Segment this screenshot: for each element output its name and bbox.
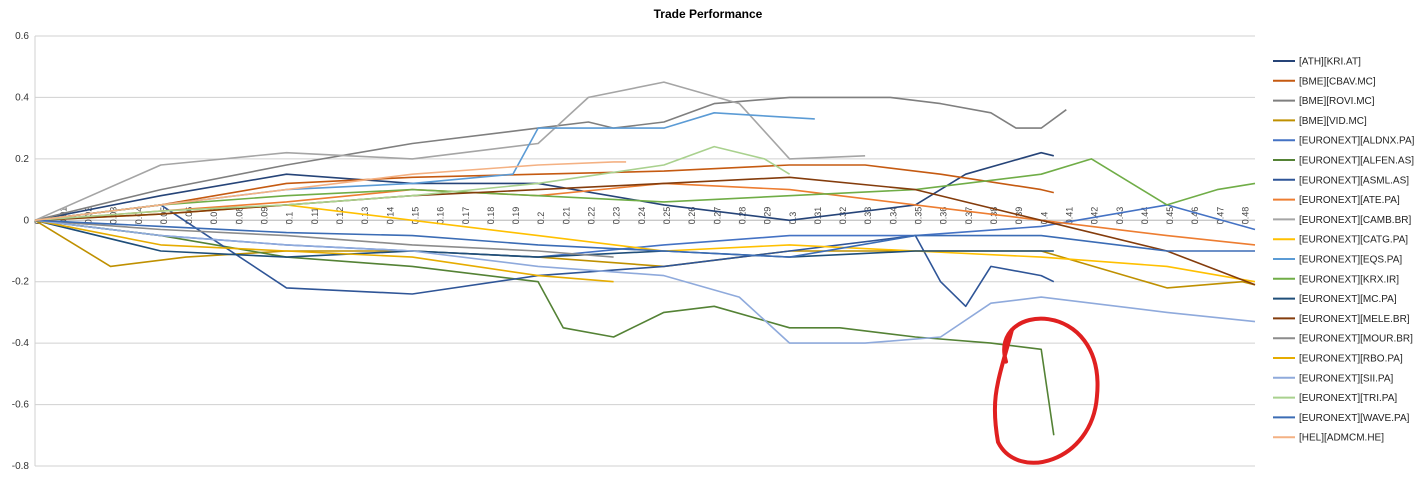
- series-line: [34, 204, 1055, 308]
- legend-label: [BME][VID.MC]: [1299, 116, 1367, 127]
- x-tick-label: 0.38: [989, 207, 999, 225]
- x-tick-label: 0.25: [662, 207, 672, 225]
- legend-label: [EURONEXT][MC.PA]: [1299, 294, 1397, 305]
- legend-label: [EURONEXT][ASML.AS]: [1299, 175, 1409, 186]
- series-line: [34, 151, 1054, 222]
- x-tick-label: 0.09: [260, 207, 270, 225]
- x-tick-label: 0.05: [159, 207, 169, 225]
- series-line: [34, 219, 614, 258]
- x-tick-label: 0.43: [1115, 207, 1125, 225]
- legend-label: [EURONEXT][TRI.PA]: [1299, 393, 1397, 404]
- series-line: [34, 96, 1067, 222]
- x-tick-label: 0.26: [687, 207, 697, 225]
- legend-label: [EURONEXT][ALFEN.AS]: [1299, 156, 1414, 167]
- x-tick-label: 0.44: [1140, 207, 1150, 225]
- series-line: [34, 145, 791, 222]
- x-tick-label: 0.29: [763, 207, 773, 225]
- x-tick-label: 0.27: [712, 207, 722, 225]
- series-line: [34, 164, 1054, 222]
- legend-label: [EURONEXT][WAVE.PA]: [1299, 413, 1410, 424]
- x-tick-label: 0.18: [486, 207, 496, 225]
- legend: [ATH][KRI.AT] [BME][CBAV.MC] [BME][ROVI.MC…: [1273, 57, 1414, 444]
- x-tick-label: 0.07: [209, 207, 219, 225]
- y-axis: -0.8 -0.6 -0.4 -0.2 0 0.2 0.4 0.6: [12, 31, 36, 472]
- x-tick-label: 0.24: [637, 207, 647, 225]
- series-line: [34, 219, 1054, 258]
- x-tick-label: 0.33: [863, 207, 873, 225]
- x-tick-label: 0.41: [1064, 207, 1074, 225]
- x-tick-label: 0.19: [511, 207, 521, 225]
- legend-label: [EURONEXT][ALDNX.PA]: [1299, 136, 1414, 147]
- legend-label: [ATH][KRI.AT]: [1299, 57, 1361, 68]
- x-tick-label: 0.31: [813, 207, 823, 225]
- series-line: [34, 112, 815, 222]
- x-tick-label: 0.32: [838, 207, 848, 225]
- x-tick-label: 0.11: [310, 207, 320, 224]
- x-tick-label: 0.37: [964, 207, 974, 225]
- x-tick-label: 0.28: [737, 207, 747, 225]
- x-tick-label: 0.2: [536, 212, 546, 225]
- legend-label: [EURONEXT][SII.PA]: [1299, 373, 1393, 384]
- x-tick-label: 0.48: [1241, 207, 1251, 225]
- x-tick-label: 0.06: [184, 207, 194, 225]
- series-line: [34, 81, 866, 222]
- x-tick-label: 0.17: [461, 207, 471, 225]
- x-tick-label: 0.47: [1215, 207, 1225, 225]
- y-tick-label: 0: [23, 215, 29, 226]
- legend-label: [EURONEXT][MELE.BR]: [1299, 314, 1410, 325]
- series-line: [34, 219, 1256, 344]
- x-tick-label: 0.21: [561, 207, 571, 225]
- legend-label: [EURONEXT][MOUR.BR]: [1299, 334, 1413, 345]
- chart-title: Trade Performance: [654, 7, 763, 21]
- y-tick-label: -0.2: [12, 277, 30, 288]
- legend-label: [EURONEXT][RBO.PA]: [1299, 354, 1403, 365]
- x-tick-label: 0.12: [335, 207, 345, 225]
- x-tick-label: 0.3: [788, 212, 798, 225]
- series-line: [34, 219, 1055, 436]
- y-tick-label: -0.8: [12, 461, 30, 472]
- y-tick-label: 0.2: [15, 154, 29, 165]
- series-line: [34, 161, 627, 222]
- legend-label: [EURONEXT][CAMB.BR]: [1299, 215, 1411, 226]
- x-tick-label: 0.16: [436, 207, 446, 225]
- series-line: [34, 176, 1256, 286]
- x-tick-label: 0.4: [1039, 212, 1049, 225]
- x-tick-label: 0.02: [83, 207, 93, 225]
- x-tick-label: 0.46: [1190, 207, 1200, 225]
- x-tick-label: 0.34: [888, 207, 898, 225]
- series-line: [34, 219, 1255, 258]
- legend-label: [EURONEXT][EQS.PA]: [1299, 255, 1402, 266]
- series-line: [34, 158, 1256, 222]
- x-tick-label: 0.13: [360, 207, 370, 225]
- x-tick-label: 0.03: [109, 207, 119, 225]
- annotation: [992, 316, 1100, 465]
- legend-label: [EURONEXT][ATE.PA]: [1299, 195, 1400, 206]
- y-tick-label: 0.4: [15, 92, 29, 103]
- x-tick-label: 0.08: [234, 207, 244, 225]
- legend-label: [EURONEXT][KRX.IR]: [1299, 274, 1399, 285]
- y-tick-label: -0.4: [12, 338, 30, 349]
- x-tick-label: 0.42: [1090, 207, 1100, 225]
- legend-label: [BME][CBAV.MC]: [1299, 76, 1376, 87]
- series-lines: [34, 81, 1256, 436]
- x-tick-label: 0.15: [410, 207, 420, 225]
- grid-lines: [35, 35, 1255, 467]
- legend-label: [BME][ROVI.MC]: [1299, 96, 1375, 107]
- x-tick-label: 0.23: [612, 207, 622, 225]
- x-tick-label: 0.1: [285, 212, 295, 225]
- y-tick-label: 0.6: [15, 31, 29, 42]
- y-tick-label: -0.6: [12, 400, 30, 411]
- annotation-circle: [992, 316, 1100, 465]
- x-tick-label: 0.45: [1165, 207, 1175, 225]
- x-tick-label: 0.14: [385, 207, 395, 225]
- x-tick-label: 0.36: [939, 207, 949, 225]
- x-tick-label: 0.22: [587, 207, 597, 225]
- legend-label: [HEL][ADMCM.HE]: [1299, 433, 1384, 444]
- legend-label: [EURONEXT][CATG.PA]: [1299, 235, 1408, 246]
- x-tick-label: 0.35: [914, 207, 924, 225]
- series-line: [34, 219, 614, 283]
